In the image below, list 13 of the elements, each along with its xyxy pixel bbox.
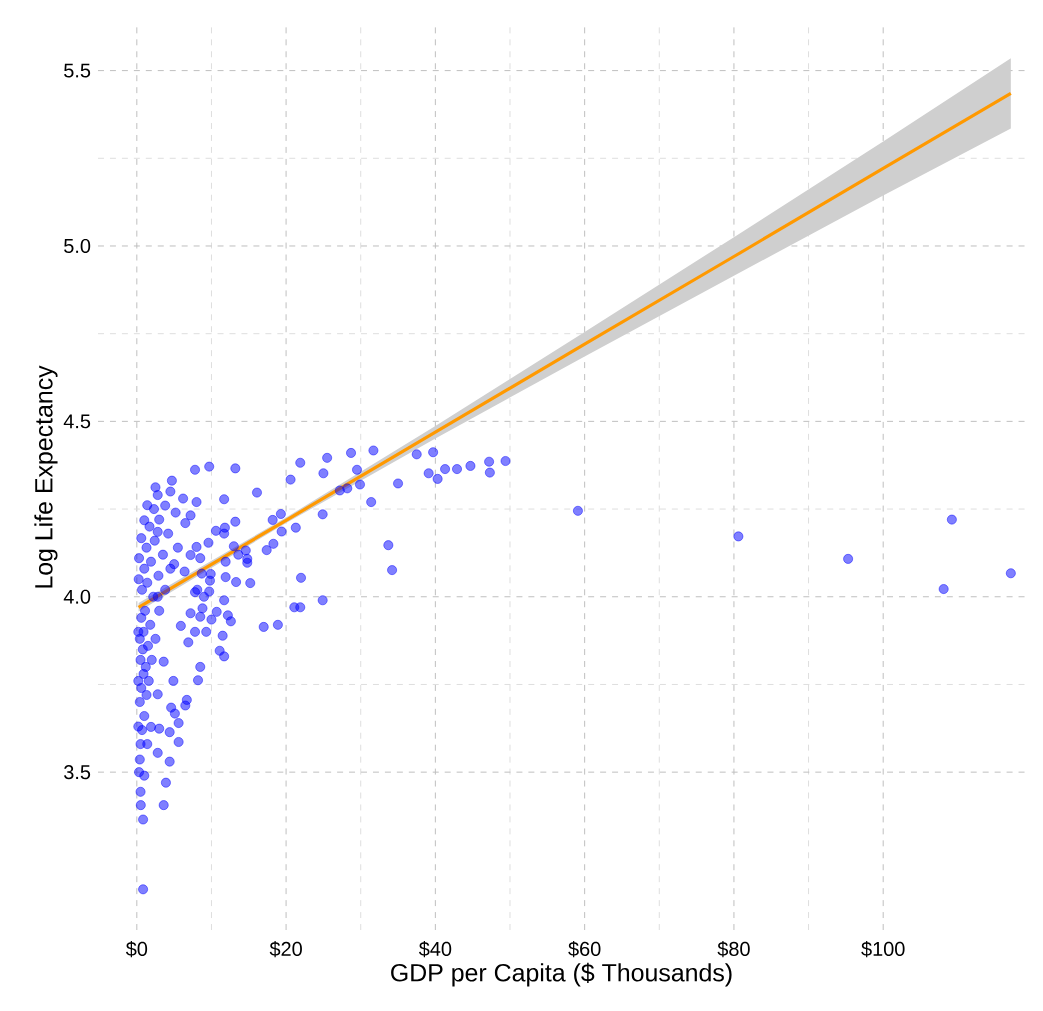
x-tick-label: $60 xyxy=(568,941,601,958)
y-tick-label: 5.0 xyxy=(64,238,91,254)
y-axis-title: Log Life Expectancy xyxy=(34,365,58,588)
x-tick-label: $0 xyxy=(125,941,148,958)
y-tick-label: 5.5 xyxy=(64,63,91,78)
x-tick-label: $80 xyxy=(717,941,750,958)
x-tick-label: $20 xyxy=(269,941,302,958)
x-tick-label: $100 xyxy=(861,941,905,958)
y-tick-label: 4.5 xyxy=(63,414,91,429)
x-tick-label: $40 xyxy=(418,941,452,958)
y-tick-label: 3.5 xyxy=(64,765,91,780)
x-axis-title: GDP per Capita ($ Thousands) xyxy=(391,962,732,987)
y-tick-label: 4.0 xyxy=(63,589,91,604)
